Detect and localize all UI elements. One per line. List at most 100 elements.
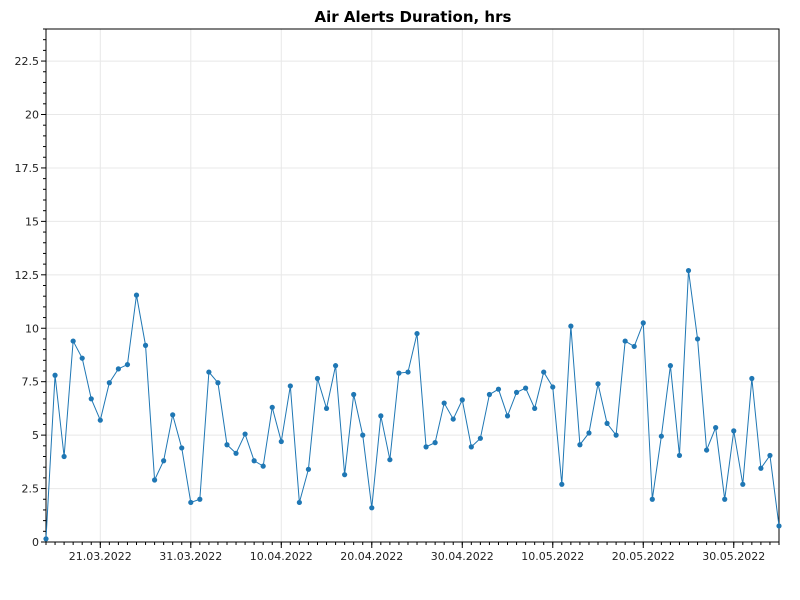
data-point bbox=[513, 389, 520, 395]
plot-area bbox=[46, 29, 779, 542]
data-point bbox=[161, 458, 167, 464]
data-point bbox=[568, 323, 574, 329]
y-tick-label: 12.5 bbox=[15, 269, 40, 282]
data-point bbox=[97, 417, 103, 423]
data-point bbox=[504, 413, 511, 419]
chart-title: Air Alerts Duration, hrs bbox=[314, 8, 512, 26]
data-point bbox=[613, 432, 619, 438]
x-tick-label: 10.05.2022 bbox=[521, 550, 584, 563]
data-point bbox=[351, 391, 357, 398]
data-point bbox=[704, 447, 710, 453]
data-point bbox=[658, 433, 664, 439]
data-point bbox=[278, 438, 284, 445]
data-point bbox=[450, 416, 456, 422]
data-point bbox=[52, 372, 58, 378]
series-line bbox=[45, 270, 780, 539]
data-point bbox=[70, 338, 76, 344]
data-point bbox=[767, 452, 773, 459]
data-point bbox=[79, 355, 85, 361]
data-point bbox=[251, 458, 257, 464]
data-point bbox=[486, 391, 493, 398]
y-tick-label: 5 bbox=[32, 429, 39, 442]
data-point bbox=[577, 442, 583, 448]
data-point bbox=[387, 457, 393, 463]
x-tick-label: 10.04.2022 bbox=[250, 550, 313, 563]
data-point bbox=[776, 523, 782, 529]
data-point bbox=[676, 452, 683, 459]
data-point bbox=[342, 472, 348, 478]
data-point bbox=[477, 435, 483, 441]
data-point bbox=[124, 361, 131, 368]
y-tick-label: 15 bbox=[25, 215, 39, 228]
data-point bbox=[685, 267, 692, 274]
data-point bbox=[314, 375, 321, 382]
data-point bbox=[115, 366, 121, 372]
y-tick-label: 10 bbox=[25, 322, 39, 335]
data-point bbox=[305, 466, 312, 472]
data-point bbox=[296, 499, 302, 506]
data-point bbox=[713, 425, 719, 431]
data-point bbox=[468, 444, 474, 450]
data-point bbox=[142, 342, 149, 348]
x-tick-label: 20.04.2022 bbox=[340, 550, 403, 563]
data-point bbox=[396, 370, 402, 376]
y-tick-label: 2.5 bbox=[22, 483, 40, 496]
y-tick-label: 17.5 bbox=[15, 162, 40, 175]
data-point bbox=[323, 405, 330, 412]
data-point bbox=[414, 330, 420, 337]
data-point bbox=[405, 369, 411, 375]
data-point bbox=[287, 383, 293, 389]
data-point bbox=[722, 496, 728, 502]
data-point bbox=[369, 505, 375, 511]
data-point bbox=[622, 338, 628, 344]
x-tick-label: 30.05.2022 bbox=[702, 550, 765, 563]
data-point bbox=[541, 369, 547, 375]
data-point bbox=[441, 400, 447, 406]
data-point bbox=[88, 396, 94, 402]
data-point bbox=[649, 496, 655, 502]
y-tick-label: 0 bbox=[32, 536, 39, 549]
data-point bbox=[170, 412, 176, 418]
data-point bbox=[432, 440, 438, 446]
data-point bbox=[151, 477, 158, 483]
data-point bbox=[559, 481, 565, 487]
data-point bbox=[731, 428, 737, 434]
data-point bbox=[106, 380, 112, 386]
data-point bbox=[233, 450, 239, 456]
x-tick-label: 31.03.2022 bbox=[159, 550, 222, 563]
data-point bbox=[640, 320, 646, 326]
data-point bbox=[532, 405, 538, 412]
data-point bbox=[523, 385, 529, 391]
data-point bbox=[595, 381, 601, 387]
data-point bbox=[694, 336, 701, 342]
y-tick-label: 7.5 bbox=[22, 376, 40, 389]
data-point bbox=[550, 384, 556, 390]
data-point bbox=[758, 465, 764, 471]
x-tick-label: 20.05.2022 bbox=[612, 550, 675, 563]
data-point bbox=[604, 420, 610, 426]
plot-frame bbox=[45, 28, 780, 543]
data-point bbox=[586, 430, 592, 436]
data-point bbox=[260, 463, 266, 469]
data-point bbox=[215, 380, 221, 386]
data-point bbox=[740, 481, 746, 487]
data-point bbox=[423, 444, 429, 450]
data-point bbox=[197, 496, 203, 502]
data-point bbox=[631, 343, 637, 350]
data-point bbox=[242, 431, 248, 437]
data-point bbox=[61, 453, 67, 460]
data-point bbox=[332, 363, 339, 369]
data-point bbox=[206, 369, 212, 375]
data-point bbox=[360, 432, 366, 438]
data-point bbox=[667, 363, 674, 369]
data-point bbox=[495, 386, 502, 392]
data-point bbox=[43, 536, 49, 542]
data-point bbox=[269, 404, 275, 410]
y-tick-label: 22.5 bbox=[15, 55, 40, 68]
data-point bbox=[749, 375, 755, 382]
data-point bbox=[378, 413, 384, 419]
data-point bbox=[224, 442, 230, 448]
data-point bbox=[179, 445, 185, 451]
data-point bbox=[133, 292, 140, 298]
